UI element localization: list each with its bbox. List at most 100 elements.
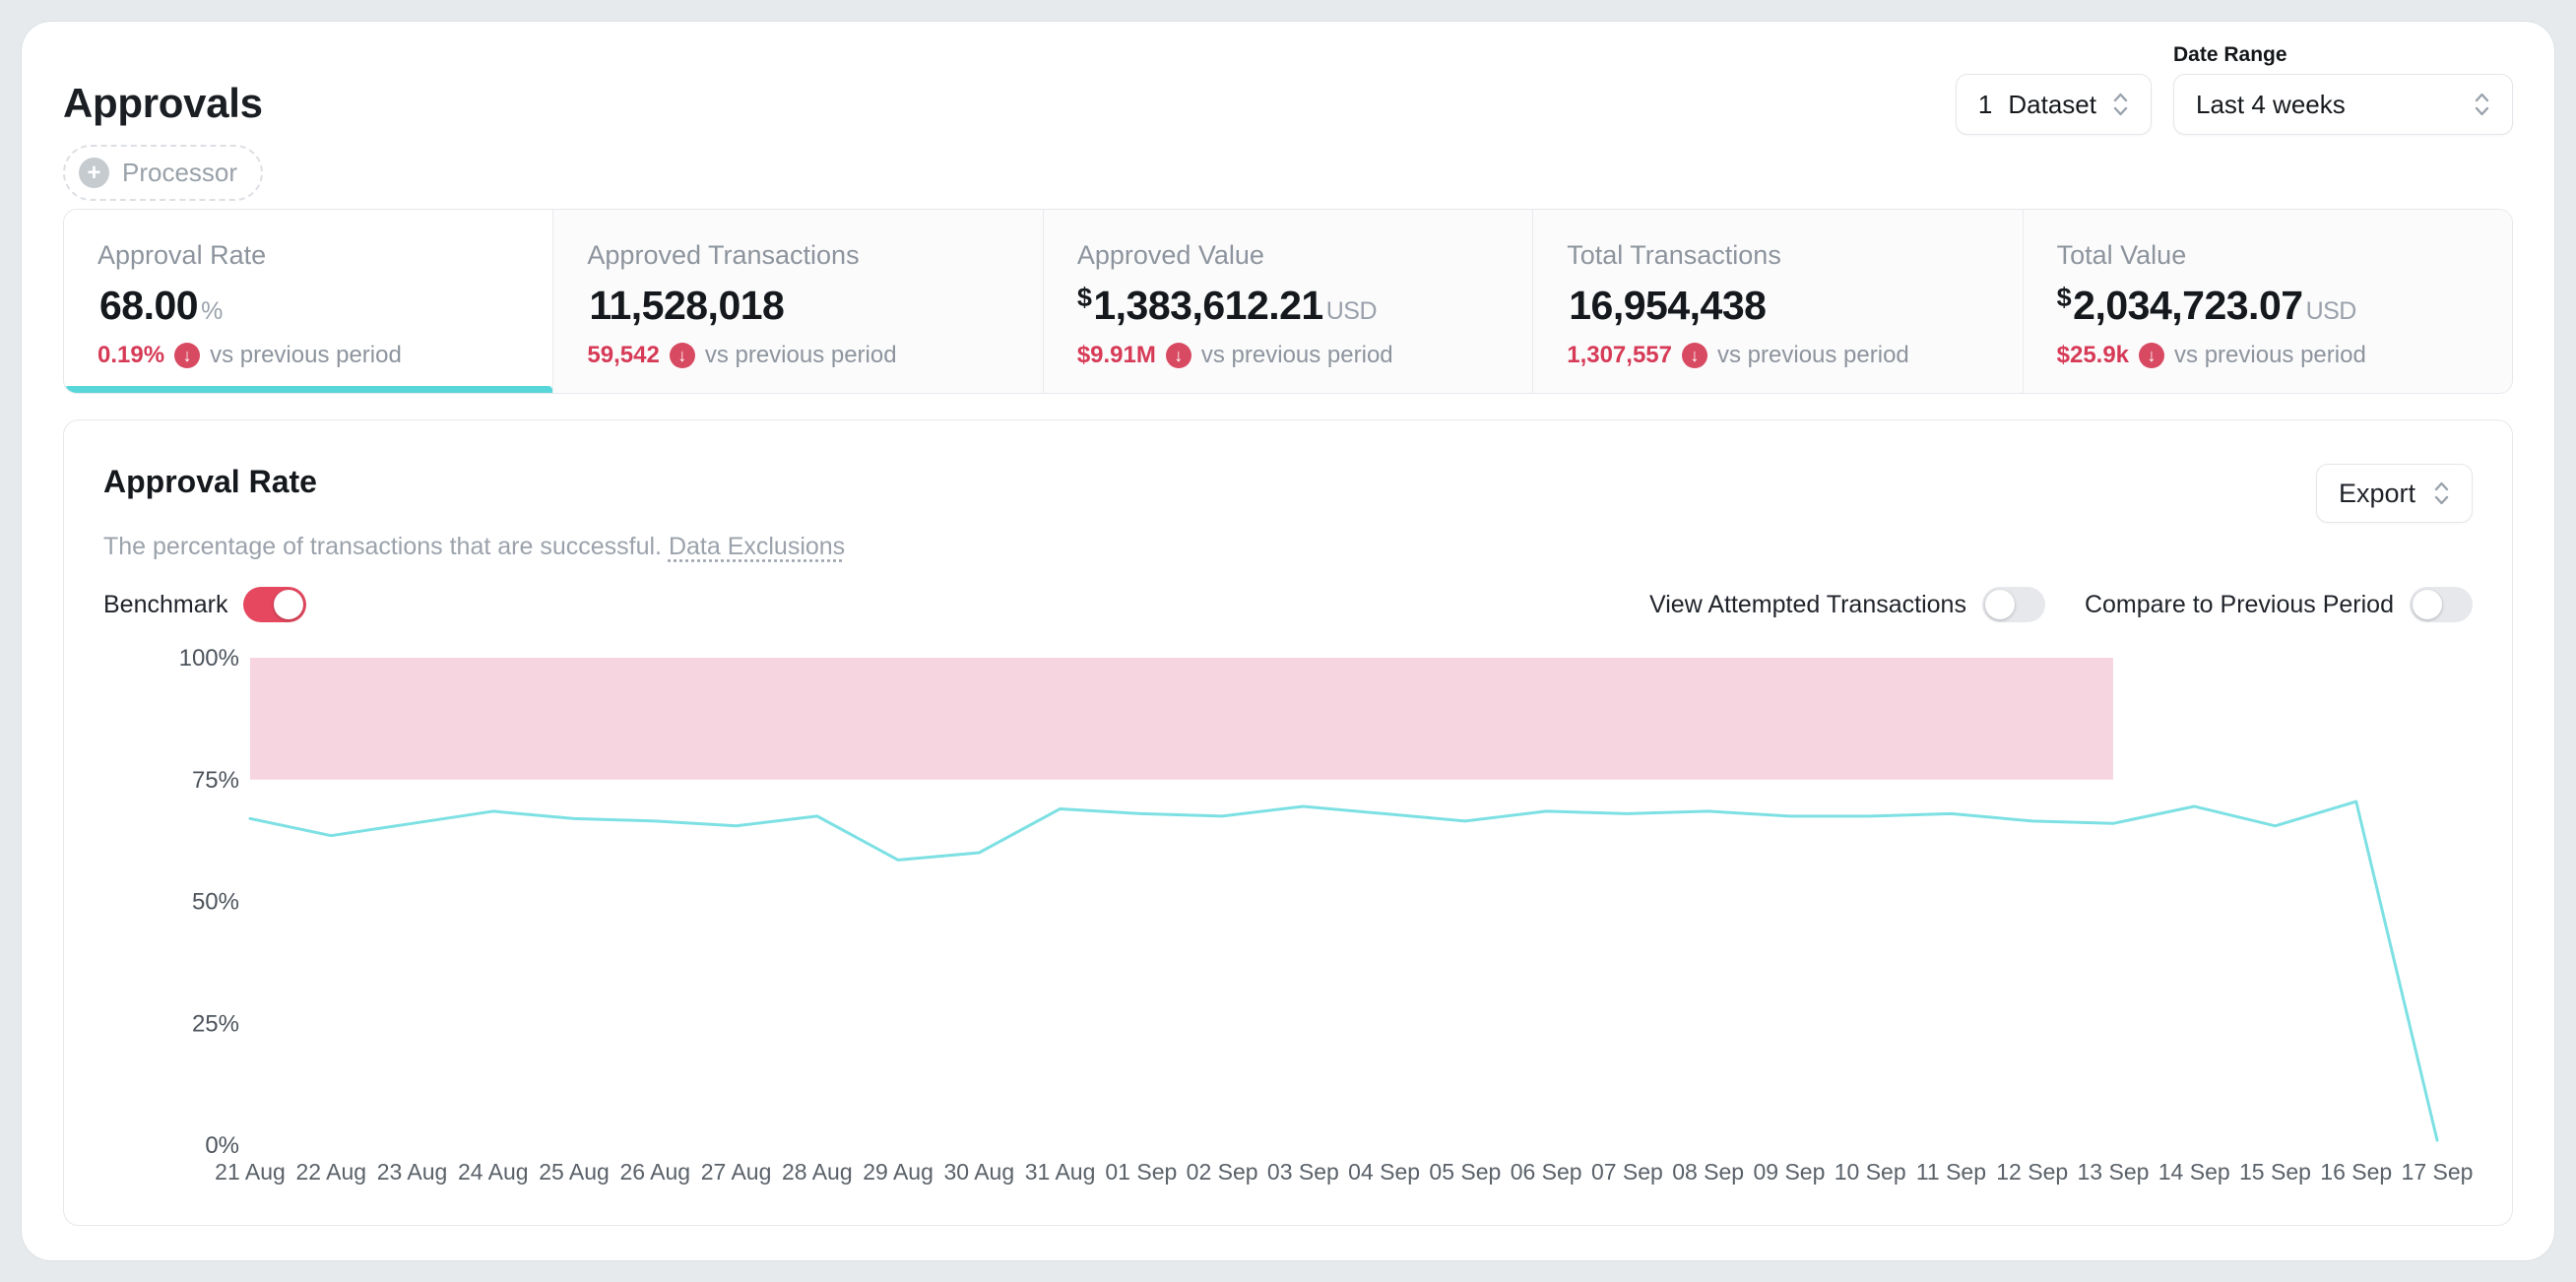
page-title: Approvals [63,80,263,126]
approval-rate-panel: Approval Rate Export The percentage of t… [63,419,2513,1227]
chevron-updown-icon [2113,93,2128,116]
metric-label: Approved Value [1076,240,1264,270]
x-axis-tick-label: 21 Aug [215,1159,286,1185]
panel-title: Approval Rate [103,464,317,500]
x-axis-tick-label: 30 Aug [944,1159,1015,1185]
approval-rate-line [248,800,2439,1142]
x-axis-tick-label: 01 Sep [1105,1159,1177,1185]
metric-tab-approved-value[interactable]: Approved Value $1,383,612.21 USD $9.91M ↓… [1043,210,1534,394]
chart-controls-row: Benchmark View Attempted Transactions Co… [103,587,2473,623]
view-attempted-label: View Attempted Transactions [1649,590,1966,618]
chevron-updown-icon [2475,93,2489,116]
export-button[interactable]: Export [2315,464,2473,524]
metric-delta: $25.9k ↓ vs previous period [2056,341,2366,368]
x-axis-tick-label: 04 Sep [1348,1159,1420,1185]
dataset-label: Dataset [2008,89,2096,119]
metric-value: 11,528,018 [589,283,785,329]
down-arrow-badge-icon: ↓ [1165,342,1191,368]
date-range-group: Date Range Last 4 weeks [2173,43,2513,135]
x-axis-tick-label: 29 Aug [863,1159,934,1185]
panel-description: The percentage of transactions that are … [103,533,846,561]
top-controls: 1 Dataset Date Range Last 4 weeks [1955,43,2513,135]
x-axis-tick-label: 17 Sep [2402,1159,2474,1185]
x-axis-tick-label: 12 Sep [1996,1159,2068,1185]
metric-delta: $9.91M ↓ vs previous period [1076,341,1393,368]
toggle-knob [274,590,304,620]
compare-previous-label: Compare to Previous Period [2084,590,2394,618]
y-axis-tick-label: 0% [205,1132,239,1159]
x-axis-tick-label: 23 Aug [377,1159,448,1185]
compare-previous-toggle-group: Compare to Previous Period [2084,587,2473,623]
metric-label: Total Transactions [1567,240,1781,270]
dataset-count: 1 [1977,89,1993,119]
metric-tab-approved-transactions[interactable]: Approved Transactions 11,528,018 59,542 … [553,210,1044,394]
x-axis-tick-label: 27 Aug [701,1159,772,1185]
x-axis-tick-label: 06 Sep [1511,1159,1582,1185]
metric-value: $2,034,723.07 USD [2056,283,2357,329]
data-exclusions-link[interactable]: Data Exclusions [668,533,846,561]
x-axis-tick-label: 07 Sep [1591,1159,1663,1185]
date-range-selector[interactable]: Last 4 weeks [2173,74,2513,135]
x-axis-tick-label: 22 Aug [295,1159,366,1185]
y-axis-tick-label: 100% [179,645,239,672]
benchmark-toggle-group: Benchmark [103,587,307,623]
metric-value: 16,954,438 [1569,283,1767,329]
metric-label: Approved Transactions [587,240,860,270]
x-axis-tick-label: 08 Sep [1672,1159,1744,1185]
x-axis-tick-label: 28 Aug [782,1159,853,1185]
y-axis-tick-label: 50% [192,889,239,916]
plus-icon: + [79,158,109,188]
metric-tabs: Approval Rate 68.00% 0.19% ↓ vs previous… [63,209,2513,395]
processor-label: Processor [122,158,238,187]
right-toggle-controls: View Attempted Transactions Compare to P… [1649,587,2473,623]
chevron-updown-icon [2434,482,2449,505]
down-arrow-badge-icon: ↓ [669,342,695,368]
x-axis-tick-label: 14 Sep [2158,1159,2230,1185]
toggle-knob [1984,590,2015,620]
approval-rate-chart: 0% 25% 50% 75% 100% 21 Aug 22 Aug 23 Aug 24 Aug 2… [103,645,2474,1219]
y-axis-tick-label: 25% [192,1011,239,1038]
date-range-label: Date Range [2173,43,2287,66]
down-arrow-badge-icon: ↓ [2139,342,2165,368]
metric-delta: 1,307,557 ↓ vs previous period [1567,341,1909,368]
metric-delta: 59,542 ↓ vs previous period [587,341,897,368]
metric-label: Approval Rate [97,240,267,270]
date-range-value: Last 4 weeks [2196,89,2346,119]
x-axis-tick-label: 02 Sep [1187,1159,1258,1185]
dataset-selector[interactable]: 1 Dataset [1955,74,2152,135]
metric-tab-approval-rate[interactable]: Approval Rate 68.00% 0.19% ↓ vs previous… [64,210,554,394]
metric-value: $1,383,612.21 USD [1076,283,1378,329]
add-processor-button[interactable]: + Processor [63,145,264,201]
x-axis-tick-label: 25 Aug [539,1159,610,1185]
toggle-knob [2413,590,2442,620]
app-canvas: Approvals 1 Dataset Date Range Last 4 we… [22,22,2554,1260]
metric-tab-total-value[interactable]: Total Value $2,034,723.07 USD $25.9k ↓ vs… [2023,210,2512,394]
view-attempted-toggle-group: View Attempted Transactions [1649,587,2045,623]
x-axis-tick-label: 31 Aug [1025,1159,1096,1185]
y-axis-tick-label: 75% [192,767,239,794]
view-attempted-toggle[interactable] [1981,587,2045,623]
top-bar: Approvals 1 Dataset Date Range Last 4 we… [63,43,2513,135]
active-tab-indicator [64,386,553,394]
compare-previous-toggle[interactable] [2410,587,2473,623]
metric-value: 68.00% [99,283,223,329]
x-axis-tick-label: 16 Sep [2320,1159,2392,1185]
x-axis-tick-label: 09 Sep [1753,1159,1825,1185]
metric-delta: 0.19% ↓ vs previous period [97,341,402,368]
benchmark-toggle[interactable] [243,587,307,623]
metric-tab-total-transactions[interactable]: Total Transactions 16,954,438 1,307,557 … [1533,210,2024,394]
x-axis-tick-label: 15 Sep [2239,1159,2311,1185]
chart-canvas: 0% 25% 50% 75% 100% 21 Aug 22 Aug 23 Aug 24 Aug 2… [179,645,2474,1185]
x-axis-tick-label: 11 Sep [1916,1159,1986,1185]
down-arrow-badge-icon: ↓ [1682,342,1707,368]
x-axis-tick-label: 10 Sep [1835,1159,1906,1185]
down-arrow-badge-icon: ↓ [174,342,201,368]
x-axis-tick-label: 24 Aug [458,1159,529,1185]
benchmark-label: Benchmark [103,590,228,618]
x-axis-tick-label: 26 Aug [619,1159,690,1185]
x-axis-tick-label: 13 Sep [2078,1159,2150,1185]
x-axis-tick-label: 03 Sep [1267,1159,1339,1185]
metric-label: Total Value [2056,240,2187,270]
benchmark-band [250,658,2113,781]
x-axis-tick-label: 05 Sep [1429,1159,1501,1185]
